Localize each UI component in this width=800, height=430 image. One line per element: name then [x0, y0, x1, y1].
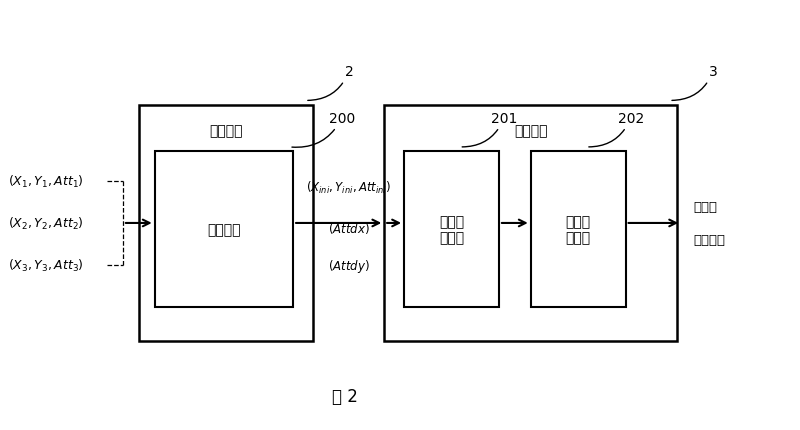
Text: 202: 202	[589, 111, 644, 147]
Text: 着色引擎: 着色引擎	[514, 124, 547, 138]
Text: 2: 2	[308, 65, 354, 101]
Text: 已着色: 已着色	[693, 200, 717, 213]
Text: $(X_1,Y_1,Att_1)$: $(X_1,Y_1,Att_1)$	[8, 173, 84, 189]
Bar	[154, 152, 293, 308]
Text: $(X_{ini},Y_{ini},Att_{ini})$: $(X_{ini},Y_{ini},Att_{ini})$	[306, 180, 391, 196]
Text: $(Attdx)$: $(Attdx)$	[328, 220, 370, 235]
Text: 小区块
填充器: 小区块 填充器	[566, 215, 590, 245]
Text: 3: 3	[672, 65, 718, 101]
Text: 小区块
调节器: 小区块 调节器	[439, 215, 464, 245]
Text: 几何引擎: 几何引擎	[209, 124, 242, 138]
Text: $(X_2,Y_2,Att_2)$: $(X_2,Y_2,Att_2)$	[8, 215, 84, 231]
Text: 200: 200	[292, 111, 355, 148]
Bar	[384, 105, 677, 341]
Text: 的像素点: 的像素点	[693, 234, 725, 247]
Text: 图 2: 图 2	[332, 387, 358, 405]
Text: $(Attdy)$: $(Attdy)$	[328, 257, 370, 274]
Bar	[138, 105, 313, 341]
Text: 设定引擎: 设定引擎	[207, 223, 241, 237]
Text: 201: 201	[462, 111, 518, 147]
Bar	[530, 152, 626, 308]
Bar	[404, 152, 499, 308]
Text: $(X_3,Y_3,Att_3)$: $(X_3,Y_3,Att_3)$	[8, 258, 84, 273]
